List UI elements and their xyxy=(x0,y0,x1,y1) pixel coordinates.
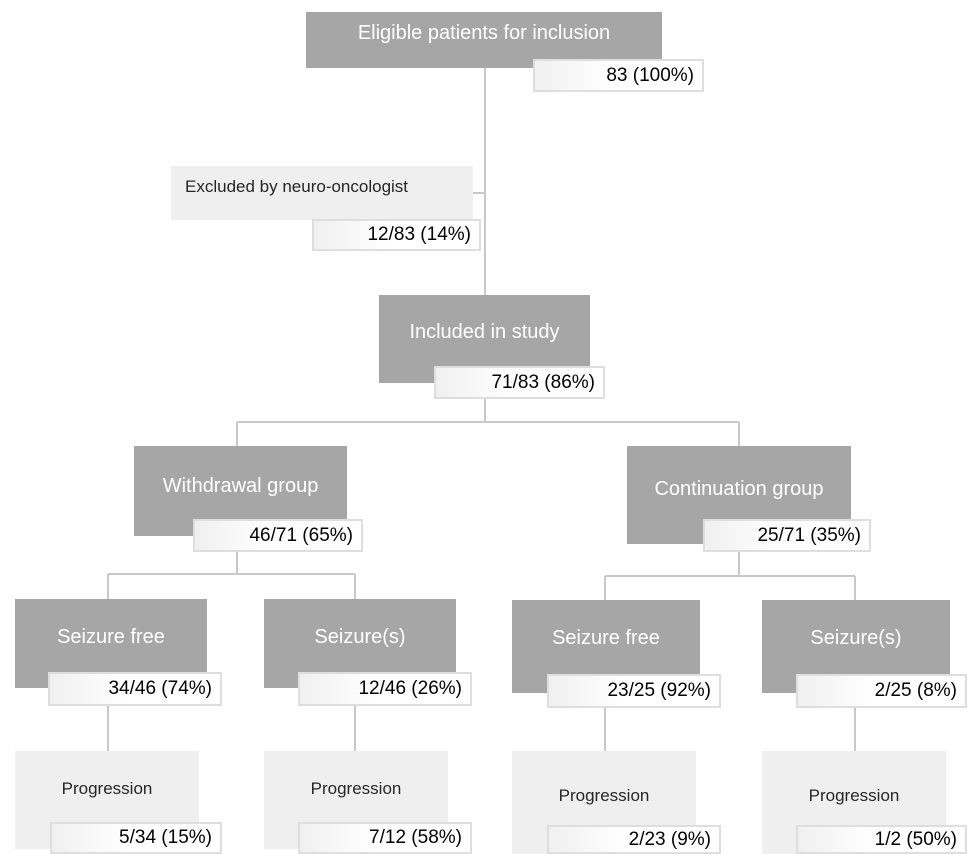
eligible-label: Eligible patients for inclusion xyxy=(357,21,611,44)
progression-label: Progression xyxy=(310,779,402,798)
withdrawal-seizures-count: 12/46 (26%) xyxy=(298,672,472,706)
excluded-count: 12/83 (14%) xyxy=(312,219,481,251)
withdrawal-seizures-progression-count: 7/12 (58%) xyxy=(298,822,472,854)
continuation-seizures-progression-count: 1/2 (50%) xyxy=(796,825,967,854)
progression-label: Progression xyxy=(61,779,153,798)
included-label: Included in study xyxy=(409,320,560,343)
withdrawal-group-label: Withdrawal group xyxy=(162,474,319,497)
continuation-group-count: 25/71 (35%) xyxy=(703,519,871,552)
withdrawal-seizures-label: Seizure(s) xyxy=(314,626,406,648)
excluded-box: Excluded by neuro-oncologist xyxy=(171,166,473,220)
progression-label: Progression xyxy=(558,785,650,805)
progression-label: Progression xyxy=(808,785,900,805)
continuation-seizure-free-label: Seizure free xyxy=(552,627,660,649)
included-count: 71/83 (86%) xyxy=(434,366,605,399)
withdrawal-group-count: 46/71 (65%) xyxy=(193,519,363,552)
eligible-box: Eligible patients for inclusion xyxy=(306,12,662,68)
continuation-seizure-free-progression-count: 2/23 (9%) xyxy=(547,825,721,854)
continuation-seizures-label: Seizure(s) xyxy=(810,627,902,649)
withdrawal-seizure-free-progression-count: 5/34 (15%) xyxy=(50,822,222,854)
excluded-label: Excluded by neuro-oncologist xyxy=(185,177,409,196)
withdrawal-seizure-free-count: 34/46 (74%) xyxy=(48,672,222,706)
continuation-seizure-free-count: 23/25 (92%) xyxy=(547,674,721,708)
eligible-count: 83 (100%) xyxy=(533,59,704,92)
withdrawal-seizure-free-label: Seizure free xyxy=(57,626,165,648)
continuation-group-label: Continuation group xyxy=(654,477,824,500)
continuation-seizures-count: 2/25 (8%) xyxy=(796,674,967,708)
